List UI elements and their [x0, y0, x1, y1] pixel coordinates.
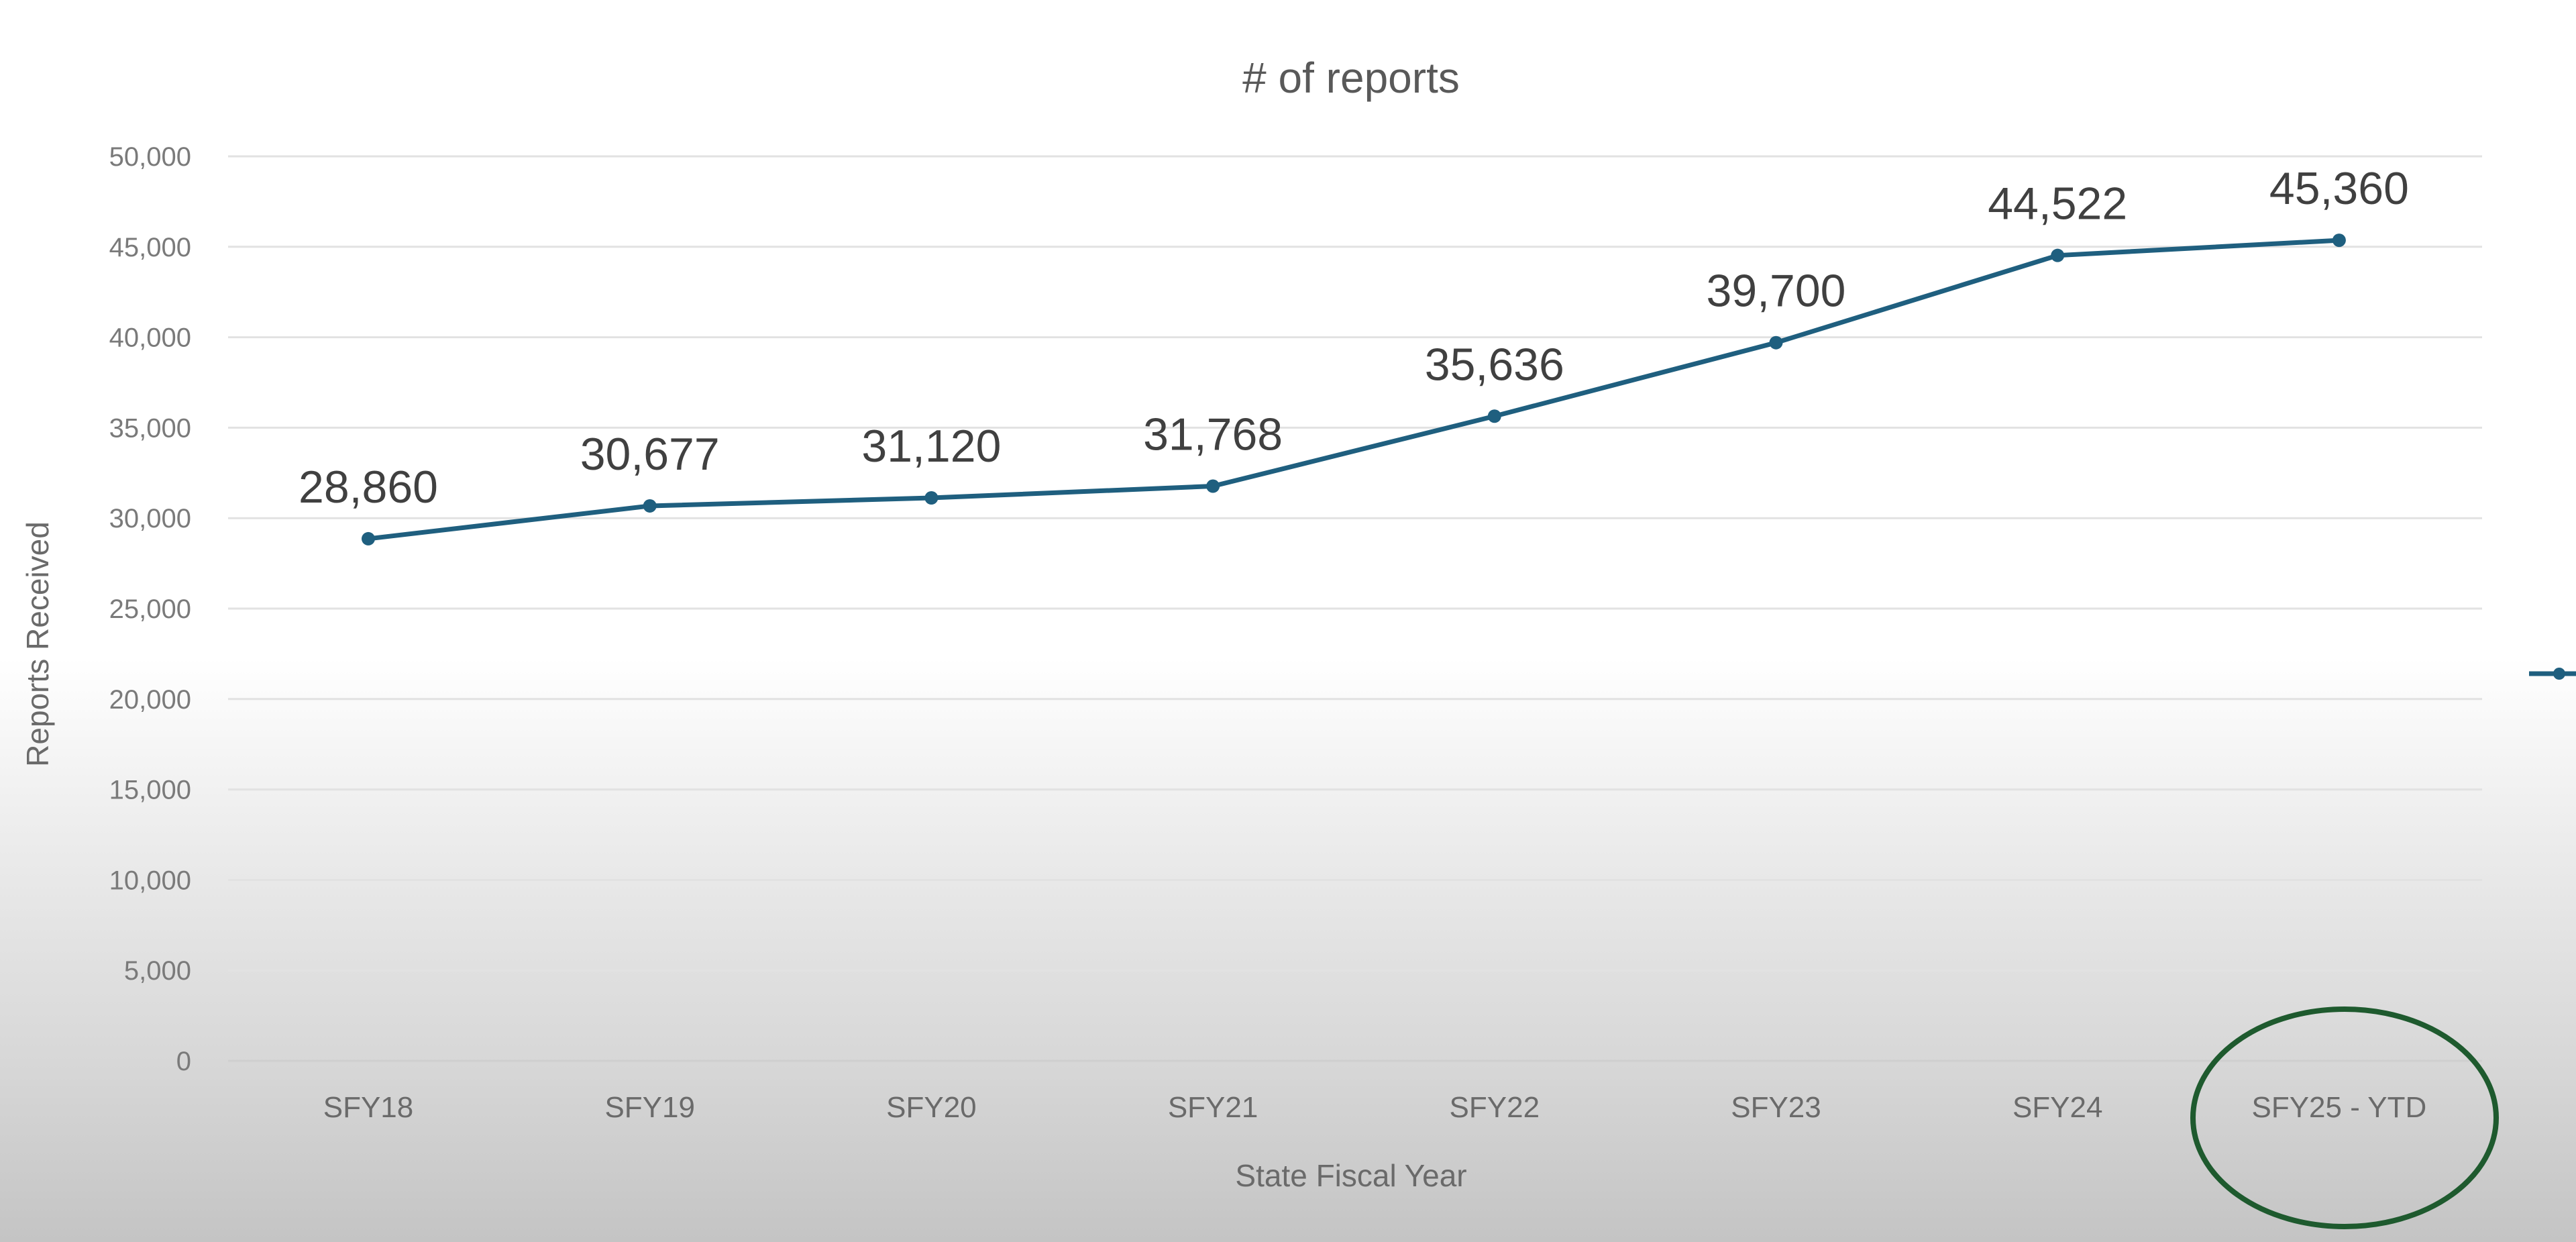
y-tick-label: 45,000	[109, 233, 191, 262]
y-tick-label: 0	[176, 1047, 191, 1076]
x-tick-label: SFY24	[2012, 1091, 2103, 1124]
y-tick-label: 20,000	[109, 685, 191, 715]
legend-marker	[2529, 668, 2576, 680]
x-axis-label: State Fiscal Year	[1235, 1158, 1466, 1193]
y-tick-label: 50,000	[109, 142, 191, 172]
data-label: 39,700	[1707, 266, 1846, 317]
data-point	[643, 499, 657, 513]
x-tick-label: SFY19	[604, 1091, 695, 1124]
series-line	[368, 238, 2340, 541]
data-label: 45,360	[2269, 163, 2409, 214]
data-label: 30,677	[580, 429, 720, 480]
data-point	[2332, 234, 2346, 248]
data-points	[362, 234, 2346, 546]
data-point	[2051, 248, 2065, 262]
gridlines	[228, 155, 2482, 1062]
x-tick-label: SFY21	[1168, 1091, 1258, 1124]
y-axis-ticks: 0 5,000 10,000 15,000 20,000 25,000 30,000 35,0…	[109, 142, 191, 1076]
x-tick-label: SFY18	[323, 1091, 414, 1124]
data-point	[1769, 335, 1783, 350]
x-axis-categories: SFY18 SFY19 SFY20 SFY21 SFY22 SFY23 SFY24 SFY25…	[323, 1091, 2427, 1124]
data-label: 31,120	[861, 421, 1001, 472]
data-point	[924, 491, 938, 505]
data-label: 31,768	[1143, 409, 1283, 460]
y-tick-label: 40,000	[109, 323, 191, 353]
data-point	[1487, 409, 1501, 423]
highlight-ellipse	[2190, 1006, 2499, 1229]
y-tick-label: 30,000	[109, 504, 191, 533]
y-tick-label: 35,000	[109, 413, 191, 443]
data-label: 44,522	[1988, 178, 2127, 229]
x-tick-label: SFY23	[1731, 1091, 1821, 1124]
y-tick-label: 25,000	[109, 594, 191, 624]
data-labels: 28,860 30,677 31,120 31,768 35,636 39,700 44,5…	[299, 163, 2409, 513]
x-tick-label: SFY20	[886, 1091, 977, 1124]
chart-title: # of reports	[1242, 54, 1460, 102]
data-point	[1206, 479, 1220, 493]
y-tick-label: 5,000	[124, 956, 191, 986]
data-label: 35,636	[1425, 339, 1564, 390]
x-tick-label: SFY22	[1450, 1091, 1540, 1124]
y-tick-label: 10,000	[109, 866, 191, 895]
data-label: 28,860	[299, 462, 438, 513]
x-tick-label: SFY25 - YTD	[2251, 1091, 2426, 1124]
y-tick-label: 15,000	[109, 776, 191, 805]
data-point	[362, 531, 375, 546]
y-axis-label: Reports Received	[20, 521, 55, 767]
